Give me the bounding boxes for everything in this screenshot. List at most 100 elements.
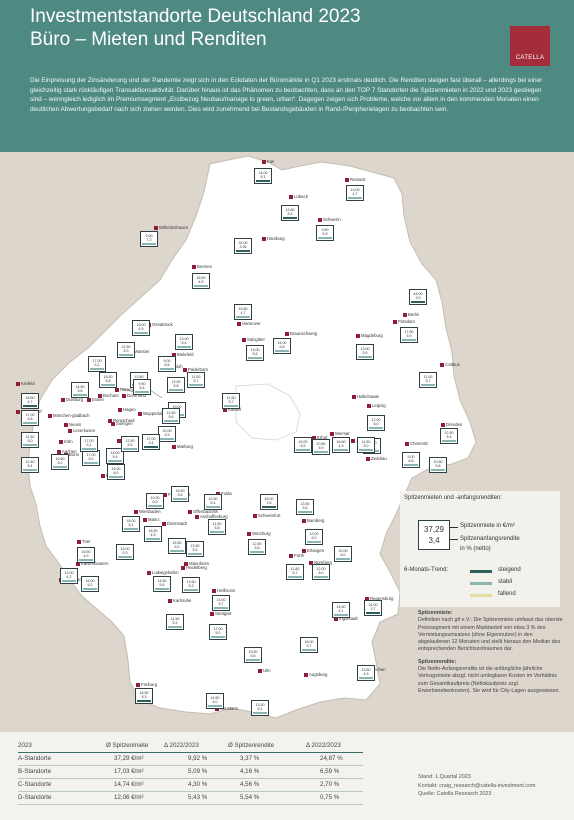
box-rent: 16,00 xyxy=(304,639,314,644)
box-yield: 5,6 xyxy=(159,582,165,587)
trend-bar xyxy=(188,553,202,555)
trend-bar xyxy=(288,576,302,578)
box-rent: 11,50 xyxy=(191,374,201,379)
trend-bar xyxy=(169,389,183,391)
box-rent: 12,00 xyxy=(316,566,326,571)
box-rent: 14,50 xyxy=(210,695,220,700)
header-banner: Investmentstandorte Deutschland 2023 Bür… xyxy=(0,0,574,152)
rent-yield-box: 12,50 5,5 xyxy=(121,436,139,452)
box-rent: 13,00 xyxy=(216,597,226,602)
rent-yield-box: 10,00 6,0 xyxy=(334,546,352,562)
city-name: Mainz xyxy=(148,517,160,522)
trend-bar xyxy=(206,506,220,508)
box-yield: 5,9 xyxy=(322,231,328,236)
rent-yield-box: 14,50 5,6 xyxy=(153,576,171,592)
rent-yield-box: 10,00 5,9 xyxy=(158,426,176,442)
box-rent: 18,50 xyxy=(25,395,35,400)
box-rent: 11,50 xyxy=(361,439,371,444)
city-name: Stuttgart xyxy=(215,611,232,616)
city-label: Remscheid xyxy=(108,418,135,423)
rent-yield-box: 10,50 5,8 xyxy=(429,457,447,473)
city-label: Magdeburg xyxy=(356,333,383,338)
trend-bar xyxy=(148,505,162,507)
city-marker-icon xyxy=(117,438,121,443)
trend-bar xyxy=(144,446,158,448)
footer-contact: Kontakt: craig_research@catella-investme… xyxy=(418,782,536,789)
note-text-spitzenmiete: Definition nach gif e.V.: Die Spitzenmie… xyxy=(418,617,563,653)
city-name: Cottbus xyxy=(445,362,460,367)
rent-yield-box: 44,00 3,5 xyxy=(409,289,427,305)
trend-bar xyxy=(146,538,160,540)
trend-bar xyxy=(236,250,250,252)
box-yield: 5,1 xyxy=(257,706,263,711)
city-name: Berlin xyxy=(408,312,419,317)
box-yield: 6,0 xyxy=(363,443,369,448)
rent-yield-box: 14,50 5,3 xyxy=(166,614,184,630)
rent-yield-box: 14,00 5,1 xyxy=(254,168,272,184)
rent-yield-box: 17,00 5,0 xyxy=(209,624,227,640)
city-name: Karlsruhe xyxy=(173,598,192,603)
city-marker-icon xyxy=(405,441,409,446)
trend-bar xyxy=(170,550,184,552)
city-label: Marburg xyxy=(172,444,193,449)
rent-yield-box: 12,60 5,3 xyxy=(281,205,299,221)
rent-yield-box: 16,50 5,3 xyxy=(135,688,153,704)
box-rent: 19,00 xyxy=(172,404,182,409)
box-yield: 4,1 xyxy=(338,608,344,613)
box-rent: 12,40 xyxy=(25,459,35,464)
rent-yield-box: 13,50 4,5 xyxy=(357,665,375,681)
trend-bar xyxy=(124,528,138,530)
rent-yield-box: 15,50 5,8 xyxy=(99,372,117,388)
city-label: Weimar xyxy=(330,431,350,436)
trend-bar xyxy=(79,559,93,561)
trend-bar xyxy=(314,576,328,578)
city-marker-icon xyxy=(16,409,20,414)
city-marker-icon xyxy=(162,521,166,526)
box-yield: 6,0 xyxy=(318,570,324,575)
city-name: Fulda xyxy=(221,491,232,496)
trend-bar xyxy=(160,368,174,370)
trend-bar xyxy=(248,357,262,359)
box-yield: 5,7 xyxy=(228,399,234,404)
rent-yield-box: 13,50 5,3 xyxy=(182,577,200,593)
box-rent: 9,00 xyxy=(145,233,153,238)
box-rent: 13,00 xyxy=(360,346,370,351)
rent-yield-box: 13,50 5,6 xyxy=(296,499,314,515)
city-label: Aschaffenburg xyxy=(195,514,228,519)
city-marker-icon xyxy=(253,513,257,518)
trend-bar xyxy=(160,438,174,440)
box-rent: 14,00 xyxy=(258,170,268,175)
table-cell: 24,87 % xyxy=(320,755,343,762)
germany-map: Kiel Rostock Lübeck Schwerin Wilhelmshaven Ha… xyxy=(0,152,574,732)
box-rent: 14,50 xyxy=(75,384,85,389)
table-row: C-Standorte 14,74 €/m² 4,30 % 4,56 % 2,7… xyxy=(18,779,363,792)
table-cell: 2,70 % xyxy=(320,781,340,788)
city-name: Braunschweig xyxy=(290,331,317,336)
box-yield: 4,7 xyxy=(240,310,246,315)
trend-bar xyxy=(262,506,276,508)
table-cell: 17,03 €/m² xyxy=(114,768,144,775)
city-label: Heidelberg xyxy=(181,565,207,570)
city-label: Erlangen xyxy=(302,548,324,553)
city-name: Trier xyxy=(82,539,91,544)
note-heading-spitzenmiete: Spitzenmiete: xyxy=(418,610,453,616)
trend-bar xyxy=(23,469,37,471)
rent-yield-box: 12,00 4,2 xyxy=(60,568,78,584)
box-yield: 5,8 xyxy=(105,378,111,383)
rent-yield-box: 16,00 5,2 xyxy=(81,576,99,592)
box-yield: 7,2 xyxy=(146,237,152,242)
city-label: Neuss xyxy=(64,422,81,427)
box-yield: 4,8 xyxy=(27,416,33,421)
trend-bar xyxy=(134,332,148,334)
city-label: Cottbus xyxy=(440,362,460,367)
city-marker-icon xyxy=(172,352,176,357)
trend-bar xyxy=(314,451,328,453)
trend-bar xyxy=(411,301,425,303)
rent-yield-box: 24,00 3,7 xyxy=(364,600,382,616)
city-name: Halle/Saale xyxy=(357,394,379,399)
rent-yield-box: 10,00 6,5 xyxy=(146,493,164,509)
rent-yield-box: 14,50 5,0 xyxy=(206,693,224,709)
city-marker-icon xyxy=(242,337,246,342)
intro-text: Die Einpreisung der Zinsänderung und der… xyxy=(30,77,543,113)
box-rent: 17,00 xyxy=(84,438,94,443)
